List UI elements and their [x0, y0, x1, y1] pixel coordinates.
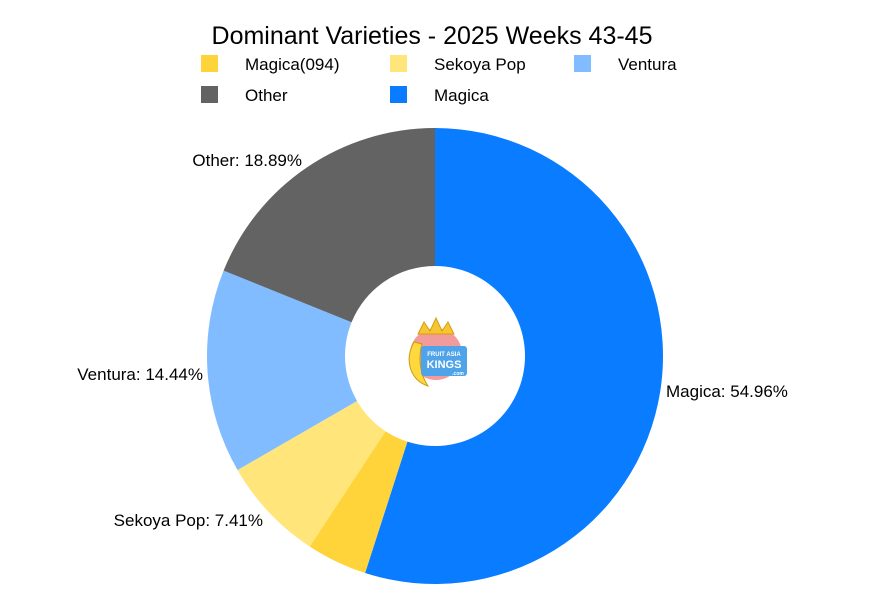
pie-slice: [309, 431, 408, 574]
pie-slice: [237, 400, 386, 547]
legend-swatch: [201, 55, 218, 72]
slice-label: Magica: 54.96%: [666, 382, 788, 401]
pie-slice: [223, 128, 435, 323]
slice-label: Sekoya Pop: 7.41%: [114, 511, 263, 530]
legend-item: Sekoya Pop: [390, 55, 526, 74]
pie-slice: [206, 270, 358, 470]
chart-title: Dominant Varieties - 2025 Weeks 43-45: [212, 22, 653, 50]
brand-logo: FRUIT ASIA KINGS .com: [408, 316, 467, 387]
slice-labels: Magica: 54.96% Sekoya Pop: 7.41% Ventura: …: [77, 151, 788, 530]
legend-swatch: [390, 55, 407, 72]
legend-swatch: [201, 86, 218, 103]
logo-text-line-1: FRUIT ASIA: [427, 352, 461, 358]
legend-label: Magica(094): [245, 55, 340, 74]
legend-item: Magica: [390, 86, 489, 105]
legend-label: Other: [245, 86, 288, 105]
legend-item: Magica(094): [201, 55, 340, 74]
slice-label: Ventura: 14.44%: [77, 365, 203, 384]
legend-swatch: [574, 55, 591, 72]
legend-item: Other: [201, 86, 288, 105]
pie-slices: [206, 128, 664, 584]
legend-label: Sekoya Pop: [434, 55, 526, 74]
chart-legend: Magica(094) Sekoya Pop Ventura Other Magica: [201, 55, 677, 105]
pie-slice: [365, 128, 664, 584]
legend-label: Ventura: [618, 55, 677, 74]
logo-text-line-2: KINGS: [427, 359, 462, 371]
legend-swatch: [390, 86, 407, 103]
logo-text-line-3: .com: [452, 371, 464, 377]
legend-label: Magica: [434, 86, 489, 105]
slice-label: Other: 18.89%: [192, 151, 302, 170]
legend-item: Ventura: [574, 55, 677, 74]
